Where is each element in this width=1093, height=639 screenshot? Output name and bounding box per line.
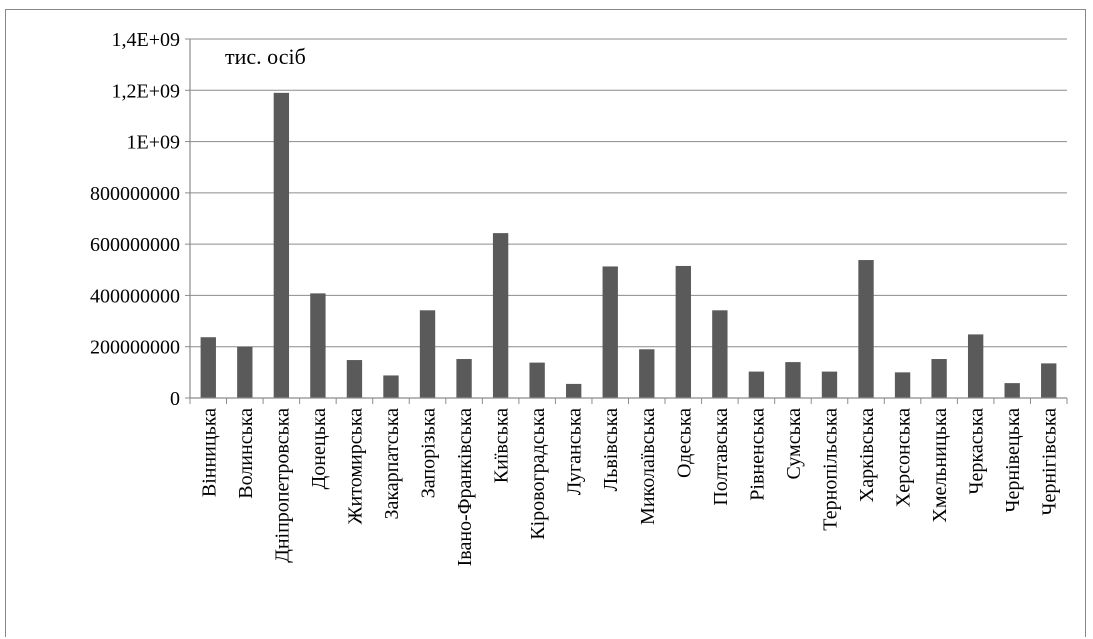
y-axis-tick-labels: 0 200000000 400000000 600000000 800000000 1E+…: [90, 29, 180, 410]
x-tick-label: Волинська: [235, 408, 257, 499]
bar: [712, 310, 728, 398]
x-tick-label: Запорізька: [418, 408, 440, 498]
x-tick-label: Вінницька: [198, 408, 220, 497]
bar: [602, 266, 618, 398]
bar: [237, 346, 253, 398]
x-tick-label: Житомирська: [344, 408, 366, 524]
x-tick-label: Донецька: [308, 408, 330, 489]
x-tick-label: Київська: [491, 408, 513, 483]
y-tick-label: 0: [170, 388, 180, 410]
x-tick-label: Львівська: [600, 408, 622, 491]
gridlines: [185, 38, 1067, 399]
chart-frame: 0 200000000 400000000 600000000 800000000 1E+…: [5, 9, 1086, 637]
bar: [785, 362, 801, 398]
unit-label: тис. осіб: [225, 44, 306, 69]
bars: [200, 92, 1057, 398]
bar: [858, 260, 874, 398]
bar: [383, 375, 399, 398]
y-tick-label: 1,2E+09: [112, 80, 181, 102]
bar: [529, 362, 545, 398]
x-tick-label: Полтавська: [710, 408, 732, 506]
y-tick-label: 800000000: [90, 183, 180, 205]
bar: [1041, 363, 1057, 398]
bar: [639, 349, 655, 398]
bar: [1004, 383, 1020, 398]
y-tick-label: 600000000: [90, 234, 180, 256]
x-tick-label: Кіровоградська: [527, 408, 549, 540]
x-tick-label: Тернопільська: [819, 408, 841, 531]
x-tick-label: Рівненська: [746, 408, 768, 501]
bar: [273, 92, 290, 398]
bar: [748, 371, 765, 398]
bar-chart: 0 200000000 400000000 600000000 800000000 1E+…: [90, 29, 1068, 566]
y-tick-label: 400000000: [90, 285, 180, 307]
bar: [931, 359, 947, 398]
y-tick-label: 1E+09: [127, 132, 181, 154]
x-tick-label: Миколаївська: [637, 408, 659, 525]
x-tick-label: Харківська: [856, 408, 878, 502]
x-tick-label: Дніпропетровська: [271, 408, 293, 563]
bar: [419, 310, 436, 398]
bar: [492, 233, 509, 398]
x-tick-label: Черкаська: [966, 408, 988, 495]
bar: [675, 265, 691, 398]
axes: [189, 39, 1068, 404]
bar: [310, 293, 326, 398]
x-tick-label: Хмельницька: [929, 408, 951, 523]
bar: [200, 337, 216, 398]
bar: [346, 360, 363, 398]
bar: [967, 334, 984, 398]
bar: [566, 383, 582, 398]
x-tick-label: Чернівецька: [1002, 408, 1024, 513]
x-tick-label: Херсонська: [893, 408, 915, 507]
x-tick-label: Сумська: [783, 408, 805, 480]
x-tick-label: Одеська: [673, 408, 695, 478]
x-tick-label: Івано-Франківська: [454, 408, 476, 566]
bar: [821, 371, 838, 398]
x-axis-tick-labels: Вінницька Волинська Дніпропетровська Донець…: [198, 408, 1060, 566]
bar: [456, 359, 472, 398]
x-tick-label: Чернігівська: [1039, 408, 1061, 516]
bar: [894, 372, 911, 398]
x-tick-label: Луганська: [564, 408, 586, 495]
y-tick-label: 1,4E+09: [112, 29, 181, 51]
y-tick-label: 200000000: [90, 337, 180, 359]
x-tick-label: Закарпатська: [381, 408, 403, 520]
